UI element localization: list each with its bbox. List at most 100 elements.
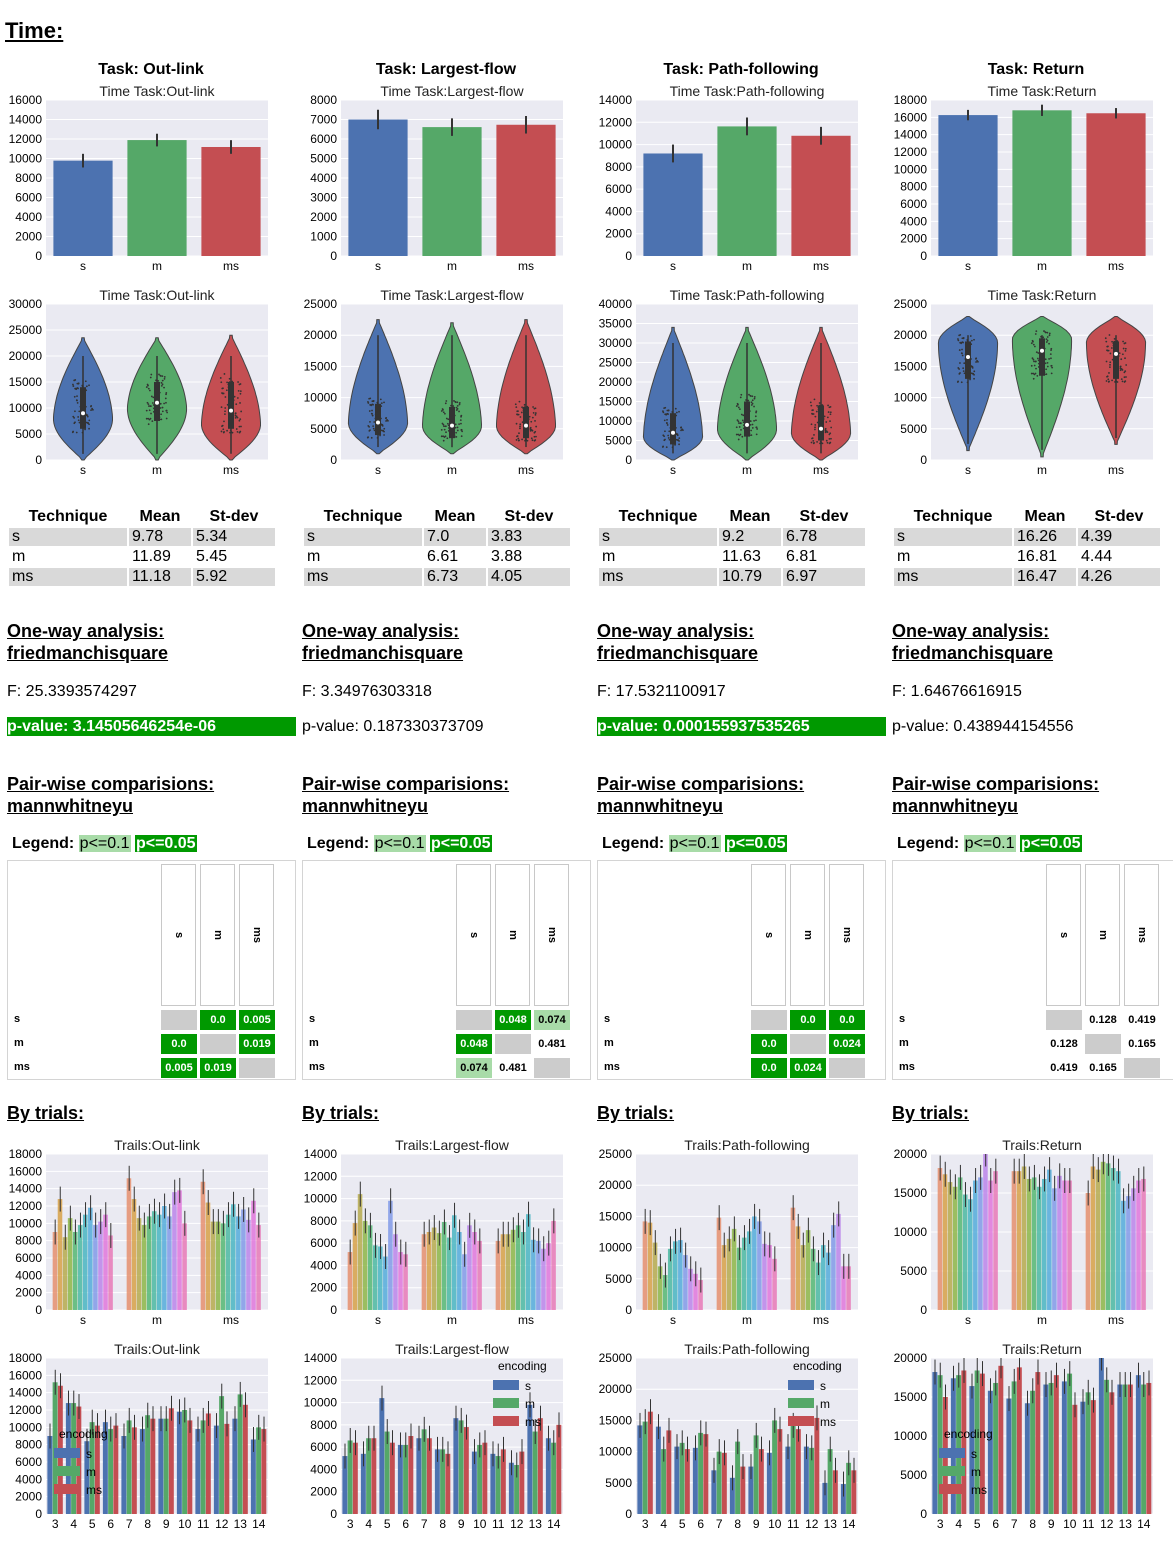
- bar: [988, 1180, 993, 1310]
- bar: [637, 1425, 643, 1514]
- y-tick-label: 0: [35, 1507, 42, 1521]
- y-tick-label: 4000: [15, 1268, 42, 1282]
- bar: [145, 1415, 151, 1514]
- bar: [661, 1449, 667, 1514]
- bar: [347, 1440, 353, 1514]
- y-tick-label: 25000: [304, 297, 338, 311]
- y-tick-label: 12000: [9, 1403, 43, 1417]
- stats-cell-mean: 9.2: [719, 528, 781, 546]
- bar: [731, 1228, 737, 1310]
- bar: [463, 1427, 469, 1514]
- by-trials-title: By trials:: [597, 1103, 675, 1123]
- bar: [352, 1223, 358, 1310]
- legend-title: encoding: [944, 1427, 993, 1441]
- legend-label: Legend:: [602, 835, 665, 852]
- x-tick-label: ms: [223, 463, 239, 477]
- oneway-title-line1: One-way analysis:: [302, 621, 460, 641]
- chart-title: Trails:Largest-flow: [395, 1137, 510, 1153]
- pairwise-matrix: s m ms s 0.0 0.0 m 0.0 0.024 ms 0.0 0.024: [597, 860, 886, 1080]
- bar: [1098, 1358, 1104, 1514]
- bar: [1067, 1180, 1072, 1310]
- matrix-cell: 0.024: [829, 1034, 865, 1054]
- x-tick-label: 4: [660, 1517, 667, 1531]
- summary-bar-chart: 0 2000 4000 6000 8000 10000 12000 14000 16000 180…: [894, 83, 1153, 273]
- stats-table: Technique Mean St-dev s 9.78 5.34 m 11.89 5.45 ms…: [7, 506, 277, 588]
- pairwise-title-line1: Pair-wise comparisions:: [597, 774, 805, 794]
- bar: [736, 1247, 742, 1310]
- x-tick-label: s: [965, 1313, 971, 1327]
- violin-median: [155, 400, 159, 405]
- bar: [947, 1182, 953, 1310]
- bar: [642, 1421, 648, 1514]
- matrix-col-header: s: [1046, 864, 1081, 1006]
- y-tick-label: 20000: [894, 1351, 928, 1365]
- bar: [551, 1220, 556, 1310]
- y-tick-label: 25000: [9, 323, 43, 337]
- bar: [408, 1436, 414, 1514]
- y-tick-label: 0: [625, 249, 632, 263]
- stats-row: ms 11.18 5.92: [9, 568, 275, 586]
- bar: [416, 1438, 422, 1514]
- x-tick-label: 13: [1119, 1517, 1133, 1531]
- bar: [846, 1462, 852, 1514]
- bar: [103, 1214, 108, 1310]
- bar: [846, 1266, 851, 1310]
- stats-table: Technique Mean St-dev s 9.2 6.78 m 11.63 6.81 ms 1…: [597, 506, 867, 588]
- legend-label: s: [86, 1447, 92, 1461]
- bar: [962, 1194, 968, 1310]
- bar: [76, 1406, 82, 1514]
- oneway-title-line1: One-way analysis:: [7, 621, 165, 641]
- stats-cell-stdev: 5.92: [193, 568, 275, 586]
- bar: [937, 1375, 943, 1514]
- bar: [1016, 1171, 1022, 1310]
- bar: [662, 1275, 668, 1310]
- legend-swatch: [493, 1416, 519, 1426]
- legend-label: ms: [820, 1415, 836, 1429]
- bar: [168, 1408, 174, 1514]
- matrix-cell: [200, 1034, 236, 1054]
- y-tick-label: 10000: [304, 1192, 338, 1206]
- stats-cell-mean: 16.81: [1017, 548, 1058, 565]
- bar: [421, 1234, 427, 1310]
- x-tick-label: 8: [439, 1517, 446, 1531]
- matrix-cell: 0.048: [495, 1010, 531, 1030]
- stats-header: Technique: [28, 508, 108, 525]
- bar: [77, 1225, 83, 1310]
- stats-cell-technique: ms: [9, 568, 127, 586]
- bar: [495, 1456, 501, 1514]
- bar: [378, 1246, 383, 1310]
- stats-header: Technique: [913, 508, 993, 525]
- x-tick-label: m: [1037, 463, 1047, 477]
- pairwise-title-line1: Pair-wise comparisions:: [7, 774, 215, 794]
- stats-row: ms 6.73 4.05: [304, 568, 570, 586]
- stats-row: s 9.2 6.78: [599, 528, 865, 546]
- matrix-cell: 0.0: [829, 1010, 865, 1030]
- bar: [458, 1420, 464, 1514]
- bar: [1042, 1178, 1047, 1310]
- y-tick-label: 14000: [304, 1147, 338, 1161]
- task-title: Task: Out-link: [98, 61, 204, 78]
- y-tick-label: 12000: [9, 132, 43, 146]
- x-tick-label: m: [152, 259, 162, 273]
- y-tick-label: 5000: [605, 434, 632, 448]
- y-tick-label: 6000: [605, 182, 632, 196]
- bar: [1141, 1384, 1147, 1514]
- bar: [219, 1396, 225, 1514]
- summary-bar-chart: 0 1000 2000 3000 4000 5000 6000 7000 8000 Time Ta…: [310, 83, 563, 273]
- y-tick-label: 8000: [310, 1418, 337, 1432]
- matrix-cell: 0.0: [751, 1034, 787, 1054]
- bar: [398, 1252, 403, 1310]
- violin-median: [819, 426, 823, 431]
- x-tick-label: 7: [1011, 1517, 1018, 1531]
- y-tick-label: 4000: [310, 1462, 337, 1476]
- bar: [1061, 1381, 1067, 1514]
- stats-cell-stdev: 4.05: [488, 568, 570, 586]
- x-tick-label: 9: [458, 1517, 465, 1531]
- bar: [477, 1240, 482, 1310]
- pairwise-title-line2: mannwhitneyu: [597, 796, 724, 816]
- chart-title: Time Task:Out-link: [99, 287, 215, 303]
- bar: [172, 1192, 177, 1310]
- bar: [520, 1232, 526, 1310]
- y-tick-label: 4000: [605, 204, 632, 218]
- bar: [1072, 1404, 1078, 1514]
